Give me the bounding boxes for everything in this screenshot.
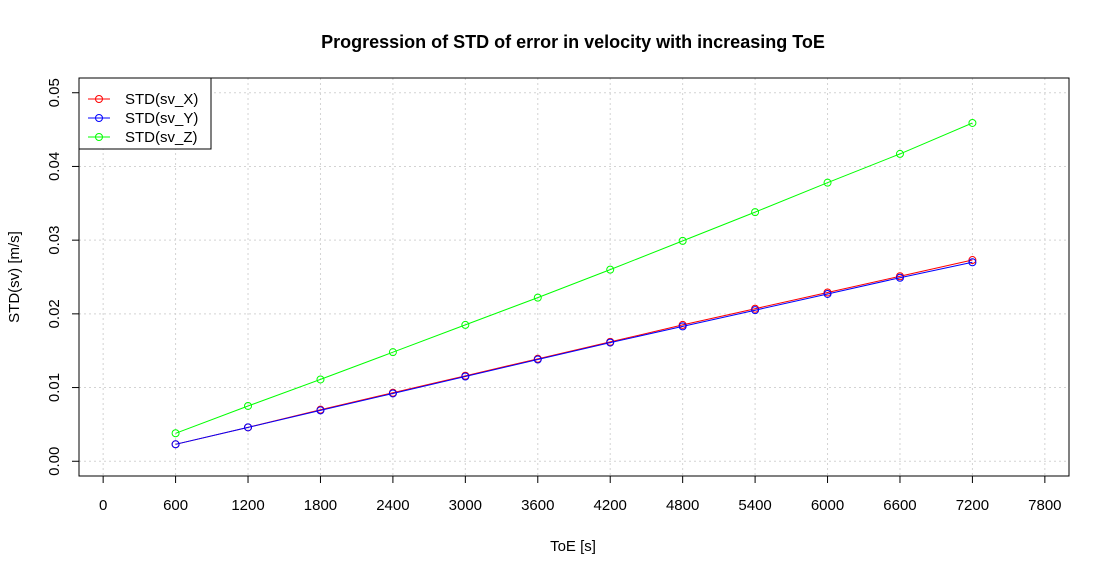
series-STD(sv_Z) xyxy=(171,118,977,438)
x-tick-label: 0 xyxy=(99,497,107,514)
y-tick-label: 0.04 xyxy=(46,152,63,181)
data-point xyxy=(316,375,325,384)
data-point xyxy=(968,258,977,267)
data-point xyxy=(244,423,253,432)
series-STD(sv_X) xyxy=(171,256,977,449)
data-point xyxy=(171,440,180,449)
x-axis: 0 600 1200 1800 2400 3000 3600 4200 4800 5400 6000… xyxy=(99,475,1062,514)
data-point xyxy=(533,355,542,364)
data-point xyxy=(461,372,470,381)
x-tick-label: 600 xyxy=(163,497,188,514)
legend-marker xyxy=(95,133,103,141)
x-tick-label: 4200 xyxy=(594,497,627,514)
x-tick-label: 5400 xyxy=(738,497,771,514)
data-point xyxy=(968,118,977,127)
grid xyxy=(79,78,1069,476)
y-tick-label: 0.02 xyxy=(46,299,63,328)
y-axis-label: STD(sv) [m/s] xyxy=(6,231,23,323)
data-point xyxy=(895,149,904,158)
y-tick-label: 0.00 xyxy=(46,447,63,476)
x-tick-label: 3600 xyxy=(521,497,554,514)
legend-label: STD(sv_Z) xyxy=(125,129,198,146)
y-axis: 0.00 0.01 0.02 0.03 0.04 0.05 xyxy=(46,78,80,476)
y-tick-label: 0.05 xyxy=(46,78,63,107)
legend: STD(sv_X) STD(sv_Y) STD(sv_Z) xyxy=(78,77,212,150)
y-tick-label: 0.01 xyxy=(46,373,63,402)
legend-label: STD(sv_Y) xyxy=(125,110,198,127)
data-point xyxy=(388,389,397,398)
data-point xyxy=(388,348,397,357)
data-point xyxy=(533,293,542,302)
x-tick-label: 4800 xyxy=(666,497,699,514)
series-layer xyxy=(171,118,977,449)
x-tick-label: 7800 xyxy=(1028,497,1061,514)
data-point xyxy=(823,178,832,187)
y-tick-label: 0.03 xyxy=(46,226,63,255)
data-point xyxy=(171,429,180,438)
x-tick-label: 1200 xyxy=(231,497,264,514)
data-point xyxy=(968,256,977,265)
x-axis-label: ToE [s] xyxy=(550,538,596,555)
series-line xyxy=(175,259,973,445)
x-tick-label: 1800 xyxy=(304,497,337,514)
x-tick-label: 2400 xyxy=(376,497,409,514)
x-tick-label: 3000 xyxy=(449,497,482,514)
x-tick-label: 6600 xyxy=(883,497,916,514)
legend-marker xyxy=(95,114,103,122)
chart-title: Progression of STD of error in velocity … xyxy=(321,32,825,52)
plot-frame xyxy=(78,77,1070,477)
x-tick-label: 7200 xyxy=(956,497,989,514)
series-line xyxy=(175,261,973,445)
data-point xyxy=(606,338,615,347)
data-point xyxy=(461,320,470,329)
series-STD(sv_Y) xyxy=(171,258,977,449)
data-point xyxy=(678,322,687,331)
data-point xyxy=(751,306,760,315)
data-point xyxy=(895,273,904,282)
data-point xyxy=(244,401,253,410)
data-point xyxy=(678,236,687,245)
series-line xyxy=(175,122,973,434)
data-point xyxy=(316,406,325,415)
legend-label: STD(sv_X) xyxy=(125,91,198,108)
data-point xyxy=(751,208,760,217)
legend-marker xyxy=(95,95,103,103)
data-point xyxy=(823,289,832,298)
x-tick-label: 6000 xyxy=(811,497,844,514)
data-point xyxy=(606,265,615,274)
